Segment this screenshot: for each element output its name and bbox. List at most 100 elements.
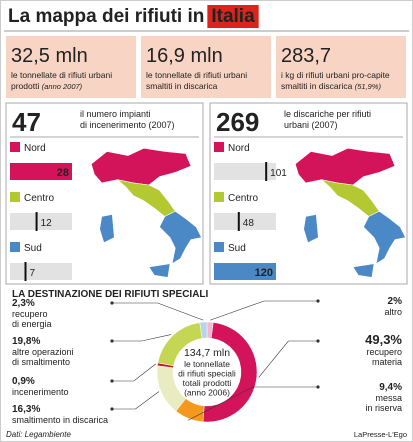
- stat-box: [6, 36, 136, 98]
- donut-segment: [199, 321, 208, 339]
- panel-description: di incenerimento (2007): [80, 120, 175, 130]
- region-value: 12: [41, 218, 53, 229]
- donut-total-text: di rifiuti speciali: [178, 369, 236, 379]
- stat-note: (51,9%): [355, 82, 382, 91]
- donut-total-text: le tonnellate: [184, 359, 230, 369]
- panel-total: 47: [12, 107, 41, 137]
- segment-label: altre operazioni: [12, 347, 74, 357]
- stat-value: 32,5 mln: [11, 45, 88, 67]
- panel-description: urbani (2007): [284, 120, 338, 130]
- region-track: [214, 213, 276, 230]
- segment-label: messa: [375, 393, 402, 403]
- panel-description: le discariche per rifiuti: [284, 109, 371, 119]
- panel: [209, 102, 408, 285]
- donut-total-text: (anno 2006): [184, 388, 230, 398]
- segment-label: incenerimento: [12, 387, 69, 397]
- leader-dot: [110, 339, 114, 343]
- leader-dot: [316, 385, 320, 389]
- leader-dot: [316, 299, 320, 303]
- region-value: 7: [30, 268, 36, 279]
- region-track: [10, 213, 72, 230]
- italy-map: [90, 147, 202, 278]
- segment-value: 0,9%: [12, 376, 35, 387]
- leader-dot: [110, 379, 114, 383]
- credit: LaPresse-L'Ego: [354, 430, 407, 439]
- region-track: [10, 263, 72, 280]
- region-value: 28: [57, 167, 69, 179]
- title-highlight-box: [207, 5, 259, 28]
- leader-line: [112, 391, 160, 410]
- region-name: Sud: [228, 243, 246, 254]
- stat-text: smaltiti in discarica (51,9%): [281, 81, 381, 91]
- map-region: [294, 147, 396, 186]
- region-swatch: [10, 192, 20, 202]
- map-region: [99, 214, 115, 244]
- region-track: [214, 163, 276, 180]
- source: Dati: Legambiente: [6, 430, 71, 439]
- segment-value: 2%: [388, 296, 403, 307]
- leader-line: [112, 334, 171, 342]
- segment-value: 19,8%: [12, 336, 40, 347]
- region-swatch: [214, 142, 224, 152]
- stat-value: 16,9 mln: [146, 45, 223, 67]
- segment-label: smaltimento in discarica: [12, 415, 108, 425]
- segment-value: 49,3%: [365, 332, 402, 347]
- segment-value: 9,4%: [379, 382, 402, 393]
- panel: [5, 102, 204, 285]
- title: La mappa dei rifiuti in: [8, 6, 204, 27]
- leader-line: [258, 340, 318, 378]
- leader-line: [210, 300, 318, 321]
- segment-value: 2,3%: [12, 298, 35, 309]
- region-value: 120: [255, 267, 273, 279]
- donut-total-text: totali prodotti: [183, 378, 232, 388]
- stat-text: i kg di rifiuti urbani pro-capite: [281, 70, 390, 80]
- stat-text: prodotti (anno 2007): [11, 81, 83, 91]
- segment-label: di smaltimento: [12, 357, 70, 367]
- map-region: [148, 263, 171, 278]
- segment-label: materia: [372, 357, 402, 367]
- region-swatch: [10, 142, 20, 152]
- stat-text: smaltiti in discarica: [146, 81, 218, 91]
- stat-box: [141, 36, 271, 98]
- region-swatch: [214, 192, 224, 202]
- map-region: [352, 263, 375, 278]
- region-value: 48: [243, 218, 255, 229]
- segment-label: recupero: [366, 347, 402, 357]
- leader-line: [112, 363, 156, 382]
- map-region: [303, 214, 319, 244]
- stat-note: (anno 2007): [42, 82, 83, 91]
- map-region: [363, 210, 406, 265]
- section-title: LA DESTINAZIONE DEI RIFIUTI SPECIALI: [12, 289, 209, 300]
- segment-label: recupero: [12, 309, 48, 319]
- donut-total: 134,7 mln: [184, 347, 230, 359]
- map-region: [90, 147, 192, 186]
- title-highlight: Italia: [211, 6, 255, 27]
- leader-dot: [316, 339, 320, 343]
- stat-value: 283,7: [281, 45, 331, 67]
- segment-label: altro: [384, 307, 402, 317]
- region-name: Nord: [228, 143, 250, 154]
- region-name: Nord: [24, 143, 46, 154]
- region-swatch: [10, 242, 20, 252]
- stat-box: [276, 36, 406, 98]
- region-bar: [10, 163, 72, 180]
- leader-line: [112, 302, 204, 321]
- region-name: Sud: [24, 243, 42, 254]
- italy-map: [294, 147, 406, 278]
- segment-label: in riserva: [365, 403, 402, 413]
- segment-label: di energia: [12, 319, 52, 329]
- panel-total: 269: [216, 107, 259, 137]
- region-name: Centro: [24, 193, 54, 204]
- donut-segment: [202, 322, 258, 423]
- panel-description: il numero impianti: [80, 109, 151, 119]
- region-name: Centro: [228, 193, 258, 204]
- stat-text: le tonnellate di rifiuti urbani: [11, 70, 112, 80]
- leader-line: [187, 386, 318, 421]
- leader-dot: [110, 301, 114, 305]
- map-region: [159, 210, 202, 265]
- region-bar: [214, 263, 276, 280]
- leader-dot: [110, 407, 114, 411]
- stat-text: le tonnellate di rifiuti urbani: [146, 70, 247, 80]
- region-value: 101: [270, 168, 287, 179]
